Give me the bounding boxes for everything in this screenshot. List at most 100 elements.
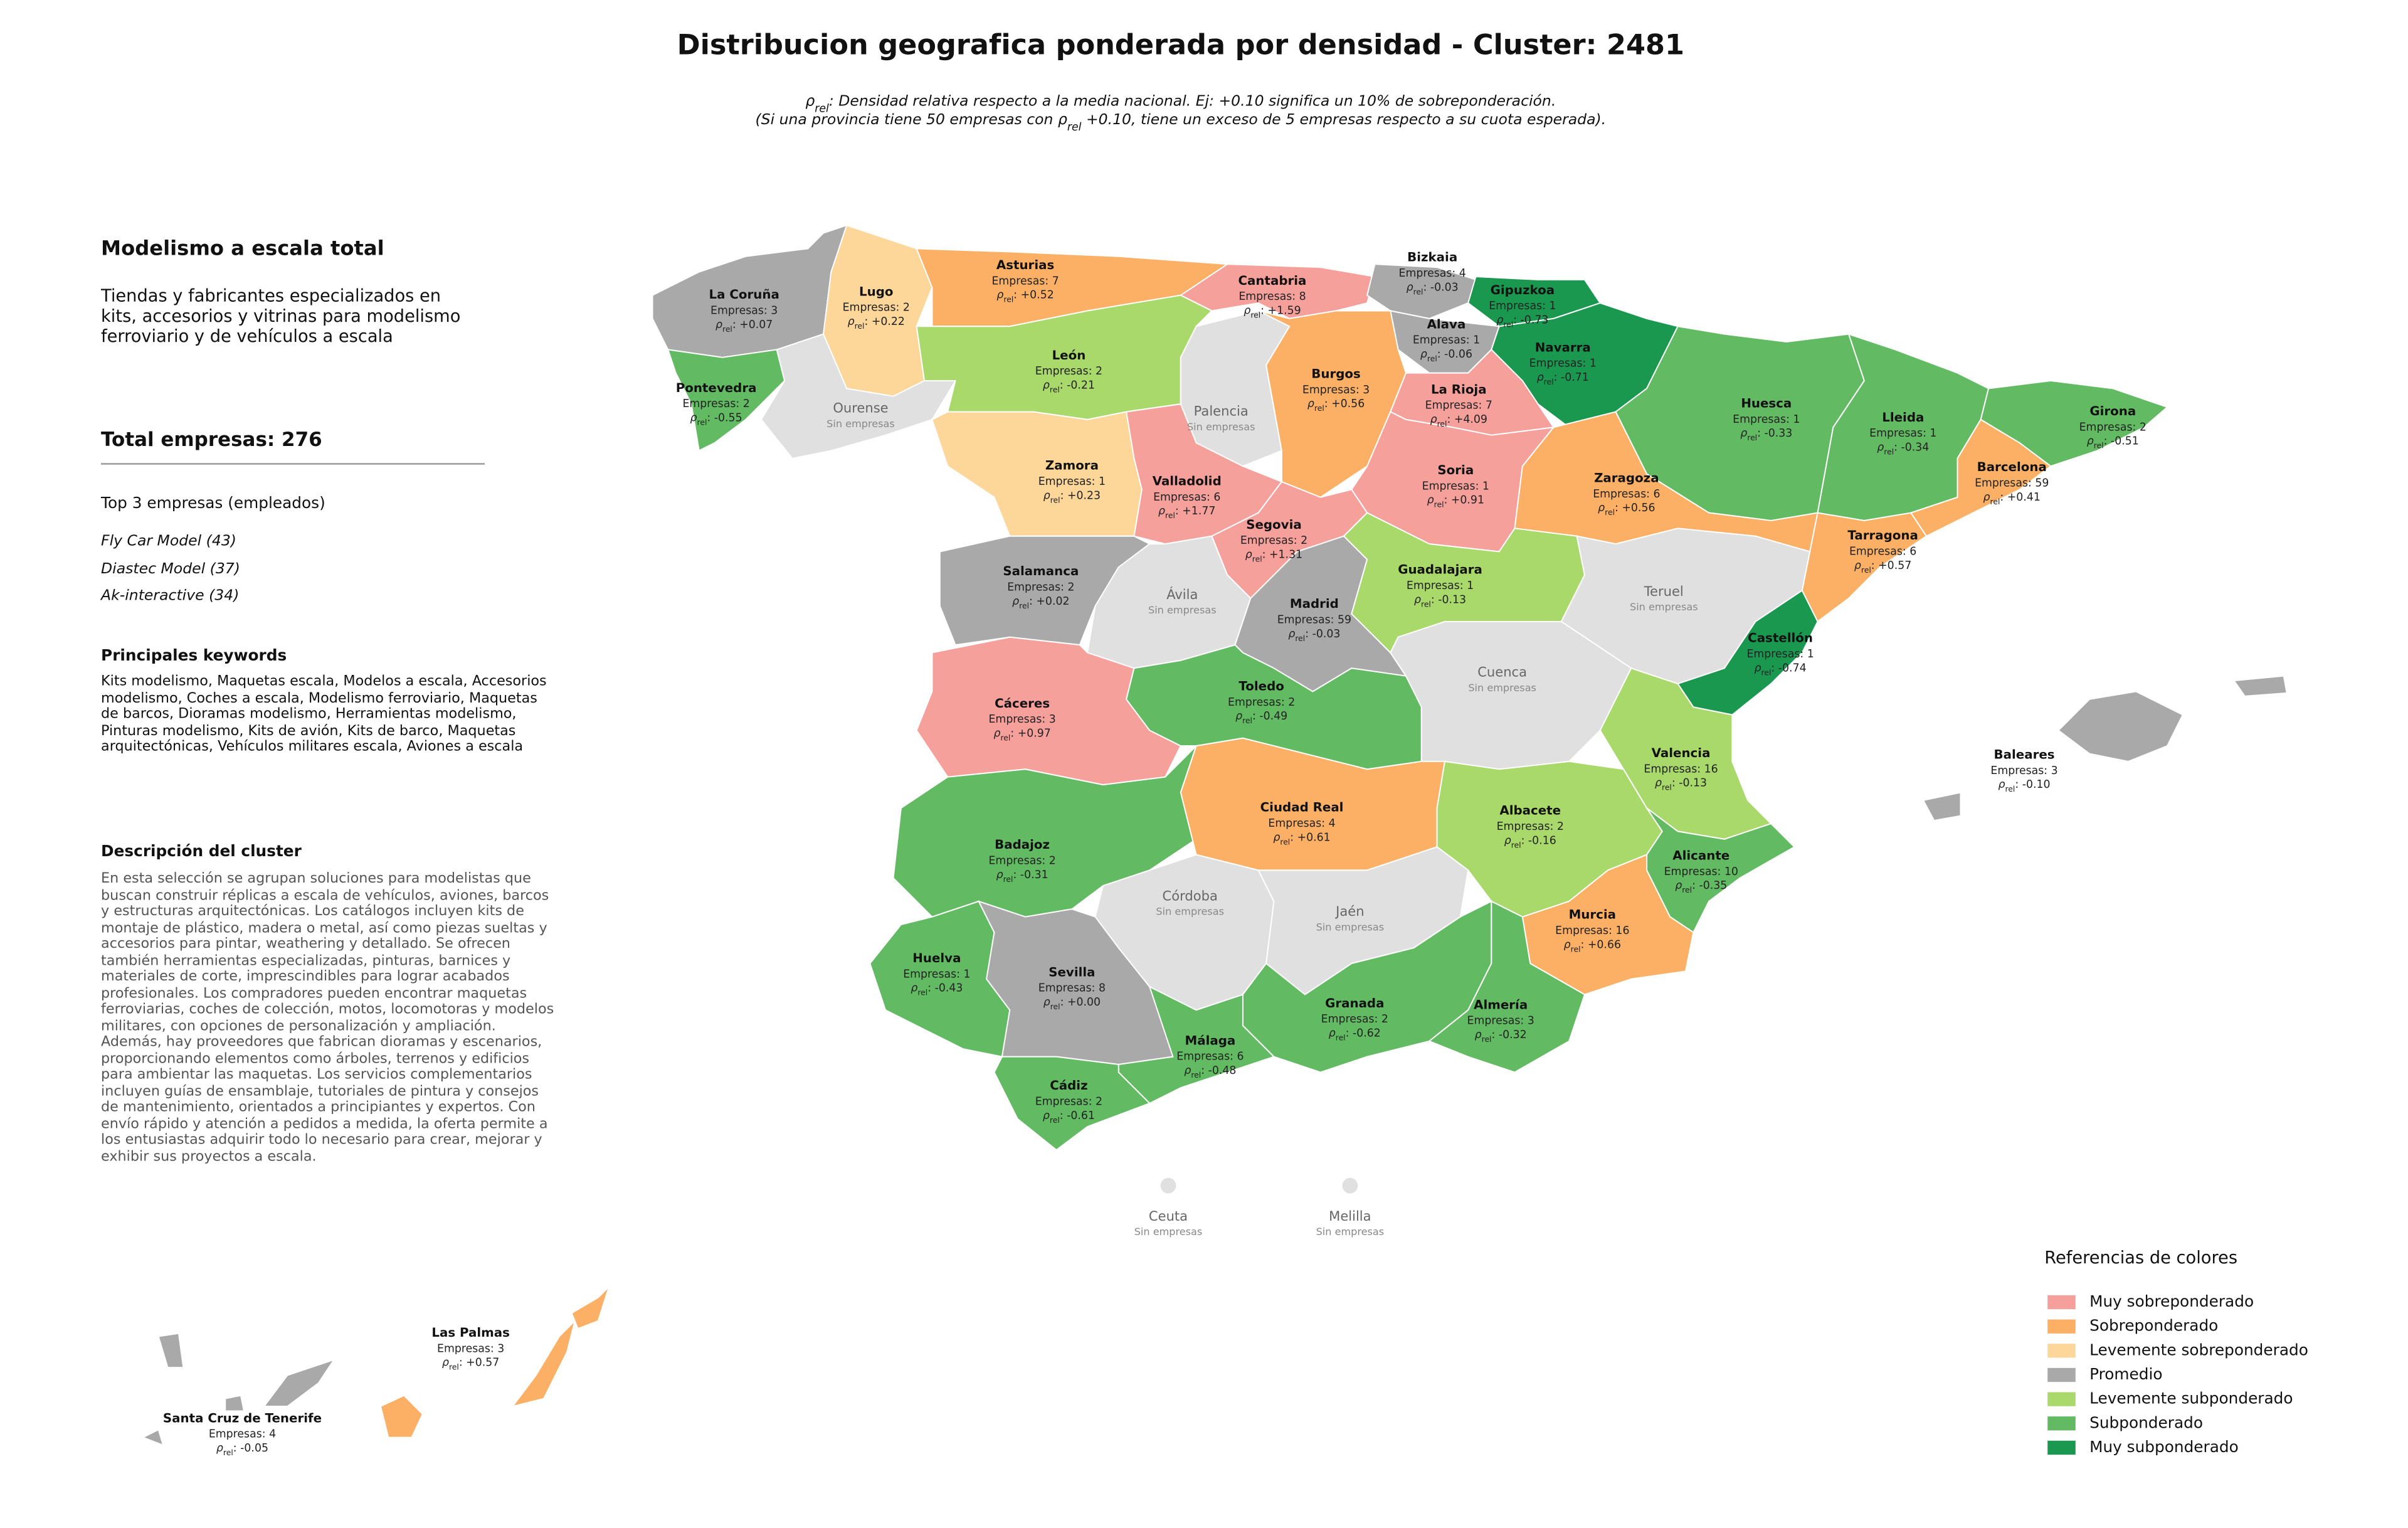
rho-sep: :	[1324, 398, 1331, 410]
rho-value: +0.41	[2007, 491, 2041, 504]
legend-label: Sobreponderado	[2089, 1317, 2218, 1335]
province-rho: ρrel: -0.33	[1740, 427, 1792, 442]
rho-value: -0.03	[1312, 628, 1341, 640]
legend-label: Levemente sobreponderado	[2089, 1340, 2308, 1359]
province-rho: ρrel: -0.48	[1184, 1064, 1236, 1080]
province-name: Ceuta	[1149, 1208, 1188, 1224]
subtitle: ρrel: Densidad relativa respecto a la me…	[805, 92, 1556, 115]
rho-sep: :	[1423, 281, 1430, 294]
rho-value: +0.02	[1036, 595, 1069, 608]
province-empresas: Sin empresas	[826, 418, 895, 430]
rho-sub: rel	[1003, 295, 1013, 304]
province-name: Barcelona	[1977, 460, 2047, 474]
rho-sep: :	[707, 411, 714, 424]
rho-symbol: ρ	[442, 1357, 449, 1369]
keywords-header: Principales keywords	[101, 648, 287, 666]
rho-sep: :	[2015, 778, 2022, 791]
rho-sub: rel	[2094, 441, 2104, 450]
rho-sub: rel	[1662, 783, 1672, 792]
subtitle-part: +0.10, tiene un exceso de 5 empresas res…	[1081, 110, 1606, 128]
rho-sep: :	[1060, 1110, 1067, 1122]
province-rho: ρrel: +0.66	[1564, 938, 1621, 953]
province-empresas: Empresas: 59	[1277, 613, 1351, 626]
province-shape	[1117, 985, 1275, 1105]
province-rho: ρrel: -0.03	[1288, 628, 1340, 643]
province-empresas: Empresas: 6	[1176, 1051, 1244, 1063]
rho-sep: :	[1447, 413, 1454, 426]
rho-symbol: ρ	[996, 289, 1003, 302]
province-empresas: Sin empresas	[1316, 1226, 1385, 1238]
province-empresas: Empresas: 1	[1529, 358, 1597, 370]
province-name: Bizkaia	[1407, 250, 1457, 265]
rho-value: -0.13	[1438, 593, 1466, 606]
rho-value: -0.51	[2111, 435, 2139, 448]
rho-value: -0.43	[935, 982, 963, 995]
province-name: Albacete	[1499, 804, 1561, 818]
province-name: Baleares	[1994, 748, 2055, 762]
province-name: Valladolid	[1153, 474, 1222, 488]
province-shape	[2232, 675, 2288, 697]
rho-value: +0.91	[1451, 494, 1484, 507]
rho-symbol: ρ	[1244, 304, 1250, 317]
province-name: Cáceres	[995, 696, 1050, 711]
rho-sep: :	[1692, 879, 1699, 892]
rho-sub: rel	[1571, 945, 1581, 953]
rho-value: -0.06	[1444, 348, 1472, 361]
province-rho: ρrel: -0.49	[1235, 710, 1287, 725]
province-rho: ρrel: +0.52	[996, 289, 1054, 304]
rho-symbol: ρ	[1755, 662, 1761, 674]
rho-sep: :	[1672, 777, 1679, 790]
rho-symbol: ρ	[1420, 348, 1427, 361]
province-empresas: Empresas: 6	[1849, 545, 1916, 558]
province-shape	[1428, 900, 1586, 1073]
rho-symbol: ρ	[1307, 398, 1314, 410]
province-shape	[379, 1394, 424, 1438]
rho-value: +1.77	[1182, 505, 1215, 517]
rho-sub: rel	[1990, 497, 2000, 506]
province-rho: ρrel: -0.06	[1420, 348, 1472, 363]
province-name: Guadalajara	[1398, 563, 1482, 577]
rho-symbol: ρ	[1288, 628, 1295, 640]
province-shape	[993, 1056, 1151, 1151]
rho-sep: :	[459, 1357, 466, 1369]
province-empresas: Empresas: 2	[1228, 696, 1295, 709]
province-empresas: Empresas: 3	[1302, 384, 1370, 396]
province-empresas: Empresas: 6	[1593, 488, 1660, 501]
top-item: Diastec Model (37)	[101, 561, 240, 578]
province-name: Melilla	[1329, 1208, 1371, 1224]
rho-value: +0.61	[1297, 831, 1331, 844]
province-shape	[1366, 263, 1477, 319]
province-name: Tarragona	[1847, 528, 1918, 543]
subtitle-part: (Si una provincia tiene 50 empresas con …	[755, 110, 1067, 128]
rho-sub: rel	[1295, 634, 1305, 642]
province-rho: ρrel: -0.74	[1755, 662, 1807, 677]
rho-sep: :	[1437, 348, 1444, 361]
rho-symbol: ρ	[1999, 778, 2005, 791]
province-rho: ρrel: -0.35	[1675, 879, 1727, 894]
province-rho: ρrel: -0.16	[1504, 834, 1556, 849]
province-rho: ρrel: -0.13	[1655, 777, 1707, 792]
rho-sub: rel	[1605, 508, 1615, 517]
keywords: Kits modelismo, Maquetas escala, Modelos…	[101, 674, 547, 756]
province-empresas: Empresas: 3	[988, 713, 1055, 726]
province-rho: ρrel: -0.32	[1475, 1029, 1527, 1044]
legend-label: Promedio	[2089, 1365, 2162, 1383]
rho-sub: rel	[722, 324, 732, 333]
province-name: Teruel	[1644, 583, 1684, 599]
province-rho: ρrel: +0.57	[442, 1357, 499, 1372]
legend: Referencias de colores Muy sobreponderado…	[2044, 1248, 2308, 1456]
province-name: Lugo	[859, 284, 893, 299]
rho-sub: rel	[1511, 841, 1521, 849]
province-rho: ρrel: -0.34	[1877, 441, 1929, 456]
rho-symbol: ρ	[1740, 427, 1747, 440]
province-name: Navarra	[1535, 340, 1591, 354]
rho-sub: rel	[1242, 716, 1252, 725]
subtitle-part: rel	[1067, 121, 1082, 134]
province-rho: ρrel: -0.05	[216, 1442, 268, 1457]
provinces	[141, 224, 2288, 1446]
rho-sub: rel	[855, 321, 865, 330]
rho-symbol: ρ	[1430, 413, 1437, 426]
province-name: Huelva	[912, 951, 961, 965]
